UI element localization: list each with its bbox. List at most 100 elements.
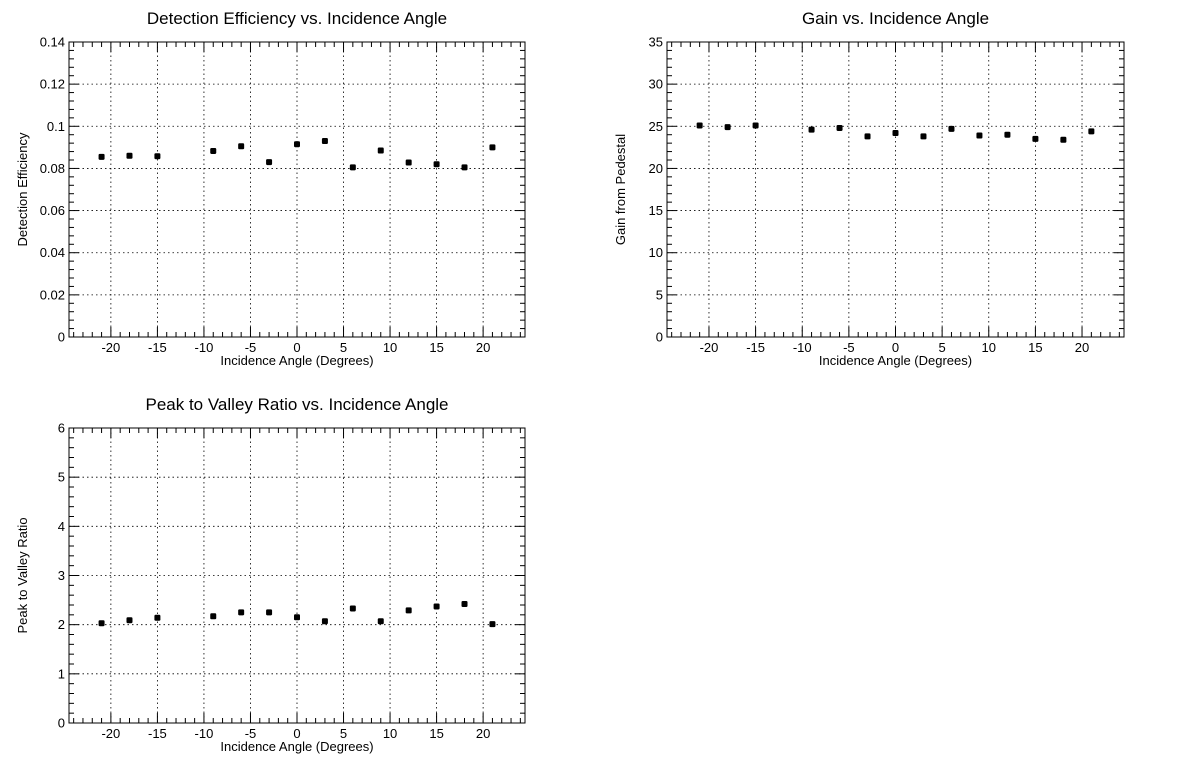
- x-tick-label: 0: [293, 340, 300, 355]
- chart-title: Peak to Valley Ratio vs. Incidence Angle: [145, 395, 448, 414]
- data-point: [377, 618, 384, 625]
- data-point: [98, 620, 105, 627]
- y-tick-label: 20: [649, 161, 663, 176]
- data-point: [724, 124, 731, 131]
- y-tick-label: 0: [656, 330, 663, 345]
- x-tick-label: -5: [843, 340, 855, 355]
- y-tick-label: 30: [649, 77, 663, 92]
- x-axis-label: Incidence Angle (Degrees): [220, 353, 373, 368]
- y-tick-label: 0.02: [40, 287, 65, 302]
- data-point: [976, 132, 983, 139]
- plot-frame: [666, 41, 1125, 338]
- data-point: [864, 133, 871, 140]
- x-tick-label: 20: [1075, 340, 1089, 355]
- data-point: [489, 144, 496, 151]
- data-point: [126, 152, 133, 159]
- data-point: [377, 147, 384, 154]
- y-tick-label: 0: [58, 716, 65, 731]
- ptv-chart: -20 -15 -10 -5 0 5 10 15 20 0 1 2 3 4 5 6 Peak to Valley…: [15, 395, 526, 754]
- gain-chart: -20 -15 -10 -5 0 5 10 15 20 0 5 10 15 20 25 30 35 Gain vs…: [613, 9, 1125, 368]
- x-tick-label: -20: [101, 340, 120, 355]
- plot-frame: [68, 41, 526, 338]
- data-point: [98, 153, 105, 160]
- x-tick-label: 5: [939, 340, 946, 355]
- y-tick-label: 0.04: [40, 245, 65, 260]
- y-tick-label: 3: [58, 568, 65, 583]
- x-axis-label: Incidence Angle (Degrees): [220, 739, 373, 754]
- x-tick-label: 10: [982, 340, 996, 355]
- y-tick-label: 2: [58, 617, 65, 632]
- x-tick-label: -20: [700, 340, 719, 355]
- data-point: [920, 133, 927, 140]
- x-tick-label: 20: [476, 726, 490, 741]
- x-tick-label: 10: [383, 340, 397, 355]
- y-tick-label: 0.06: [40, 203, 65, 218]
- data-point: [489, 621, 496, 628]
- data-point: [154, 614, 161, 621]
- x-tick-label: 10: [383, 726, 397, 741]
- x-tick-label: 5: [340, 726, 347, 741]
- y-tick-label: 4: [58, 519, 65, 534]
- data-point: [238, 143, 245, 150]
- x-tick-label: -5: [245, 340, 257, 355]
- data-point: [154, 153, 161, 160]
- data-point: [461, 601, 468, 608]
- x-tick-label: -15: [746, 340, 765, 355]
- data-point: [696, 122, 703, 129]
- y-tick-label: 25: [649, 119, 663, 134]
- data-point: [294, 141, 300, 148]
- data-point: [433, 603, 440, 610]
- x-tick-label: -10: [195, 340, 214, 355]
- data-point: [433, 161, 440, 168]
- y-tick-label: 6: [58, 421, 65, 436]
- y-tick-label: 5: [656, 287, 663, 302]
- x-axis-label: Incidence Angle (Degrees): [819, 353, 972, 368]
- data-point: [405, 159, 412, 166]
- x-tick-label: 15: [429, 726, 443, 741]
- chart-title: Gain vs. Incidence Angle: [802, 9, 989, 28]
- data-point: [321, 138, 328, 145]
- y-axis-label: Peak to Valley Ratio: [15, 517, 30, 633]
- x-tick-label: -10: [195, 726, 214, 741]
- y-tick-label: 0.08: [40, 161, 65, 176]
- y-tick-label: 5: [58, 470, 65, 485]
- data-point: [349, 164, 356, 171]
- data-point: [349, 605, 356, 612]
- data-point: [210, 147, 217, 154]
- y-tick-label: 0.12: [40, 77, 65, 92]
- y-axis-label: Gain from Pedestal: [613, 134, 628, 245]
- x-tick-label: 0: [892, 340, 899, 355]
- x-tick-label: 5: [340, 340, 347, 355]
- data-point: [752, 122, 759, 129]
- data-point: [210, 613, 217, 620]
- y-tick-label: 0.1: [47, 119, 65, 134]
- y-tick-label: 0.14: [40, 35, 65, 50]
- x-tick-label: -15: [148, 340, 167, 355]
- y-tick-label: 1: [58, 666, 65, 681]
- chart-title: Detection Efficiency vs. Incidence Angle: [147, 9, 447, 28]
- efficiency-chart: -20 -15 -10 -5 0 5 10 15 20 0 0.02 0.04 0.06 0.08 0.1 0…: [15, 9, 526, 368]
- y-tick-label: 15: [649, 203, 663, 218]
- y-tick-label: 35: [649, 35, 663, 50]
- x-tick-label: 0: [293, 726, 300, 741]
- x-tick-label: -5: [245, 726, 257, 741]
- data-point: [836, 124, 843, 131]
- x-tick-label: -20: [101, 726, 120, 741]
- y-tick-label: 10: [649, 245, 663, 260]
- data-point: [294, 614, 300, 621]
- data-point: [238, 609, 245, 616]
- x-tick-label: -15: [148, 726, 167, 741]
- data-point: [1032, 135, 1039, 142]
- y-tick-label: 0: [58, 330, 65, 345]
- data-point: [126, 617, 133, 624]
- data-point: [405, 607, 412, 614]
- y-axis-label: Detection Efficiency: [15, 132, 30, 246]
- data-point: [892, 130, 899, 137]
- x-tick-label: 15: [1028, 340, 1042, 355]
- x-tick-label: -10: [793, 340, 812, 355]
- data-point: [808, 126, 815, 133]
- data-point: [1004, 131, 1011, 138]
- data-point: [266, 609, 273, 616]
- data-point: [321, 618, 328, 625]
